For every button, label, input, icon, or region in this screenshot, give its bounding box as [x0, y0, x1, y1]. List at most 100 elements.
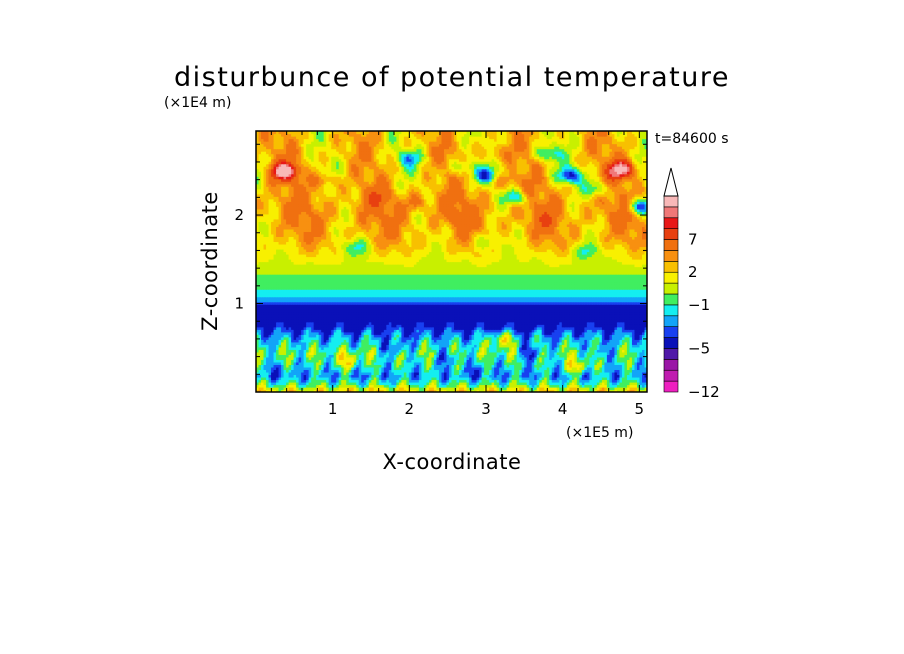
field-cell: [283, 321, 287, 325]
field-cell: [411, 371, 415, 376]
field-cell: [614, 311, 618, 315]
field-cell: [561, 389, 565, 392]
field-cell: [276, 344, 280, 348]
field-cell: [551, 311, 555, 315]
field-cell: [511, 376, 515, 381]
field-cell: [609, 361, 613, 365]
field-cell: [471, 354, 475, 358]
field-cell: [499, 329, 503, 333]
field-cell: [629, 374, 633, 378]
field-cell: [333, 359, 337, 363]
field-cell: [283, 359, 287, 363]
field-cell: [378, 316, 382, 320]
field-cell: [641, 341, 646, 345]
field-cell: [501, 381, 505, 386]
field-cell: [378, 374, 382, 378]
field-cell: [406, 324, 410, 328]
field-cell: [454, 329, 458, 333]
field-cell: [519, 321, 523, 325]
field-cell: [641, 326, 646, 330]
field-cell: [373, 376, 377, 381]
field-cell: [574, 381, 578, 386]
field-cell: [484, 326, 488, 330]
field-cell: [616, 374, 621, 378]
field-cell: [416, 351, 420, 355]
field-cell: [301, 314, 305, 318]
field-cell: [466, 346, 470, 350]
field-cell: [333, 351, 337, 355]
field-cell: [298, 321, 302, 325]
field-cell: [544, 376, 548, 381]
field-cell: [386, 339, 390, 343]
field-cell: [278, 364, 282, 368]
field-cell: [621, 379, 626, 383]
field-cell: [479, 314, 483, 318]
field-cell: [549, 371, 553, 376]
field-cell: [256, 366, 260, 371]
field-cell: [614, 344, 618, 348]
field-cell: [293, 336, 297, 340]
field-cell: [278, 321, 282, 325]
field-cell: [494, 359, 498, 363]
field-cell: [441, 321, 445, 325]
field-cell: [641, 366, 646, 371]
field-cell: [536, 324, 540, 328]
field-cell: [459, 369, 463, 373]
field-cell: [383, 359, 387, 363]
field-cell: [353, 329, 357, 333]
field-cell: [306, 369, 310, 373]
field-cell: [308, 371, 312, 376]
field-cell: [534, 364, 538, 368]
field-cell: [556, 334, 560, 338]
field-cell: [451, 319, 455, 323]
field-cell: [318, 356, 322, 360]
field-cell: [506, 366, 510, 371]
field-cell: [526, 374, 530, 378]
field-cell: [281, 371, 285, 376]
field-cell: [438, 386, 443, 391]
field-cell: [461, 366, 465, 371]
field-cell: [346, 334, 350, 338]
field-cell: [326, 386, 330, 391]
field-cell: [546, 339, 550, 343]
field-cell: [443, 386, 448, 391]
field-cell: [591, 336, 595, 340]
field-cell: [606, 321, 611, 325]
field-cell: [278, 369, 282, 373]
field-cell: [604, 371, 608, 376]
field-cell: [256, 381, 260, 386]
field-cell: [313, 344, 317, 348]
field-cell: [621, 339, 626, 343]
field-cell: [501, 324, 505, 328]
field-cell: [489, 389, 493, 392]
field-cell: [604, 336, 608, 340]
field-cell: [614, 324, 618, 328]
field-cell: [594, 324, 598, 328]
field-cell: [388, 381, 392, 386]
field-cell: [536, 371, 540, 376]
field-cell: [511, 326, 515, 330]
field-cell: [338, 384, 342, 388]
field-cell: [479, 351, 483, 355]
field-cell: [514, 334, 518, 338]
field-cell: [494, 366, 498, 371]
field-cell: [594, 349, 598, 353]
field-cell: [401, 349, 405, 353]
field-cell: [273, 314, 277, 318]
field-cell: [256, 326, 260, 330]
field-cell: [586, 359, 590, 363]
field-cell: [581, 334, 585, 338]
field-cell: [361, 341, 365, 345]
field-cell: [358, 336, 362, 340]
field-cell: [611, 339, 616, 343]
field-cell: [433, 361, 438, 365]
field-cell: [276, 311, 280, 315]
field-cell: [476, 336, 480, 340]
field-cell: [566, 354, 570, 358]
field-cell: [443, 349, 448, 353]
field-cell: [393, 324, 397, 328]
field-cell: [464, 371, 468, 376]
field-cell: [456, 356, 460, 360]
field-cell: [519, 371, 523, 376]
field-cell: [604, 364, 608, 368]
